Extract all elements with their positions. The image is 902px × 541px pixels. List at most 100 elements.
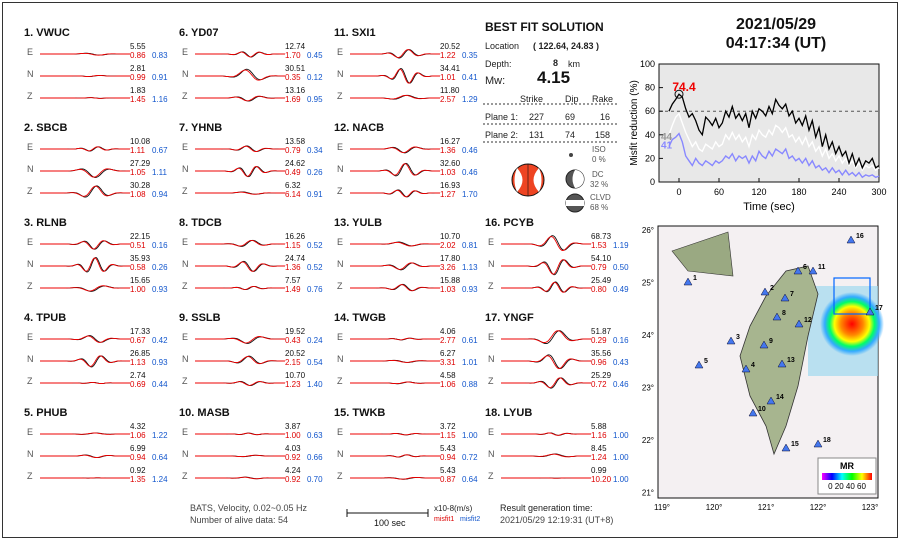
dc-icon <box>565 169 585 189</box>
synthetic-trace <box>40 185 130 197</box>
synthetic-trace <box>195 166 285 177</box>
misfit1-value: 1.69 <box>285 95 301 104</box>
waveform-trace <box>40 97 130 99</box>
synthetic-trace <box>501 259 591 275</box>
observed-trace <box>40 185 130 198</box>
misfit1-value: 1.35 <box>130 475 146 484</box>
synthetic-trace <box>350 94 440 100</box>
misfit2-value: 0.93 <box>152 285 168 294</box>
synthetic-trace <box>195 261 285 272</box>
station-label: 14. TWGB <box>334 312 386 324</box>
waveform-trace <box>195 68 285 81</box>
component-label: Z <box>337 281 343 291</box>
synthetic-trace <box>40 97 130 99</box>
component-label: Z <box>182 471 188 481</box>
colorbar-gradient <box>822 473 872 480</box>
station-number: 6 <box>803 264 807 271</box>
amplitude-value: 35.56 <box>591 349 612 358</box>
waveform-trace <box>501 432 591 436</box>
misfit1-value: 1.53 <box>591 241 607 250</box>
station-triangle-icon <box>760 287 770 296</box>
amplitude-value: 6.32 <box>285 181 301 190</box>
amplitude-value: 32.60 <box>440 159 461 168</box>
plane1-label: Plane 1: <box>485 112 519 122</box>
amplitude-value: 30.51 <box>285 64 306 73</box>
amplitude-value: 0.92 <box>130 466 146 475</box>
component-label: E <box>337 142 344 152</box>
amplitude-value: 4.24 <box>285 466 301 475</box>
misfit1-value: 2.15 <box>285 358 301 367</box>
amplitude-value: 10.70 <box>440 232 461 241</box>
station-triangle-icon <box>780 293 790 302</box>
synthetic-trace <box>195 95 285 102</box>
waveform-trace <box>350 359 440 363</box>
waveform-trace <box>40 185 130 198</box>
amplitude-value: 24.62 <box>285 159 306 168</box>
synthetic-trace <box>195 239 285 247</box>
amplitude-value: 2.81 <box>130 64 146 73</box>
misfit2-value: 1.00 <box>613 431 629 440</box>
x-tick-label: 240 <box>831 187 846 197</box>
event-time: 04:17:34 (UT) <box>725 35 827 52</box>
time-scale-label: 100 sec <box>374 518 406 528</box>
synthetic-trace <box>40 146 130 152</box>
amplitude-value: 35.93 <box>130 254 151 263</box>
footer-filter: BATS, Velocity, 0.02~0.05 Hz <box>190 503 307 513</box>
component-label: E <box>27 332 34 342</box>
misfit1-value: 1.22 <box>440 51 456 60</box>
amplitude-value: 54.10 <box>591 254 612 263</box>
synthetic-trace <box>195 69 285 81</box>
waveform-trace <box>195 95 285 102</box>
waveform-trace <box>350 162 440 177</box>
misfit2-value: 0.43 <box>613 358 629 367</box>
station-number: 13 <box>787 357 795 364</box>
misfit1-value: 0.29 <box>591 336 607 345</box>
amplitude-value: 4.32 <box>130 422 146 431</box>
component-label: E <box>488 427 495 437</box>
generation-label: Result generation time: <box>500 503 593 513</box>
beachball-icon <box>511 163 545 197</box>
amplitude-value: 3.87 <box>285 422 301 431</box>
misfit2-value: 0.76 <box>307 285 323 294</box>
waveform-trace <box>195 336 285 344</box>
component-label: N <box>27 164 34 174</box>
synthetic-trace <box>350 433 440 436</box>
misfit2-value: 1.00 <box>613 475 629 484</box>
misfit1-value: 1.05 <box>130 168 146 177</box>
plane2-label: Plane 2: <box>485 130 519 140</box>
clvd-icon <box>565 193 585 213</box>
misfit2-value: 0.54 <box>307 358 323 367</box>
misfit1-value: 1.00 <box>130 285 146 294</box>
component-label: Z <box>337 91 343 101</box>
misfit1-value: 1.36 <box>285 263 301 272</box>
amplitude-value: 20.52 <box>285 349 306 358</box>
synthetic-trace <box>501 355 591 370</box>
component-label: E <box>27 427 34 437</box>
station-number: 7 <box>790 291 794 298</box>
amplitude-value: 16.26 <box>285 232 306 241</box>
misfit1-value: 0.94 <box>130 453 146 462</box>
synthetic-trace <box>350 189 440 198</box>
amplitude-value: 8.45 <box>591 444 607 453</box>
synthetic-trace <box>350 49 440 58</box>
station-label: 4. TPUB <box>24 312 67 324</box>
misfit1-value: 0.99 <box>130 73 146 82</box>
waveform-trace <box>350 283 440 292</box>
observed-trace <box>195 166 285 178</box>
station-label: 10. MASB <box>179 407 230 419</box>
footer-alive: Number of alive data: 54 <box>190 515 289 525</box>
misfit2-value: 0.93 <box>462 285 478 294</box>
waveform-trace <box>195 191 285 195</box>
misfit2-value: 0.67 <box>152 146 168 155</box>
observed-trace <box>195 68 285 81</box>
waveform-trace <box>40 168 130 178</box>
misfit1-value: 1.49 <box>285 285 301 294</box>
component-label: Z <box>182 376 188 386</box>
component-label: N <box>182 164 189 174</box>
misfit2-value: 1.24 <box>152 475 168 484</box>
event-date: 2021/05/29 <box>735 16 817 33</box>
amplitude-value: 19.52 <box>285 327 306 336</box>
amplitude-value: 17.33 <box>130 327 151 336</box>
station-number: 16 <box>856 233 864 240</box>
misfit-series-line <box>668 112 880 172</box>
